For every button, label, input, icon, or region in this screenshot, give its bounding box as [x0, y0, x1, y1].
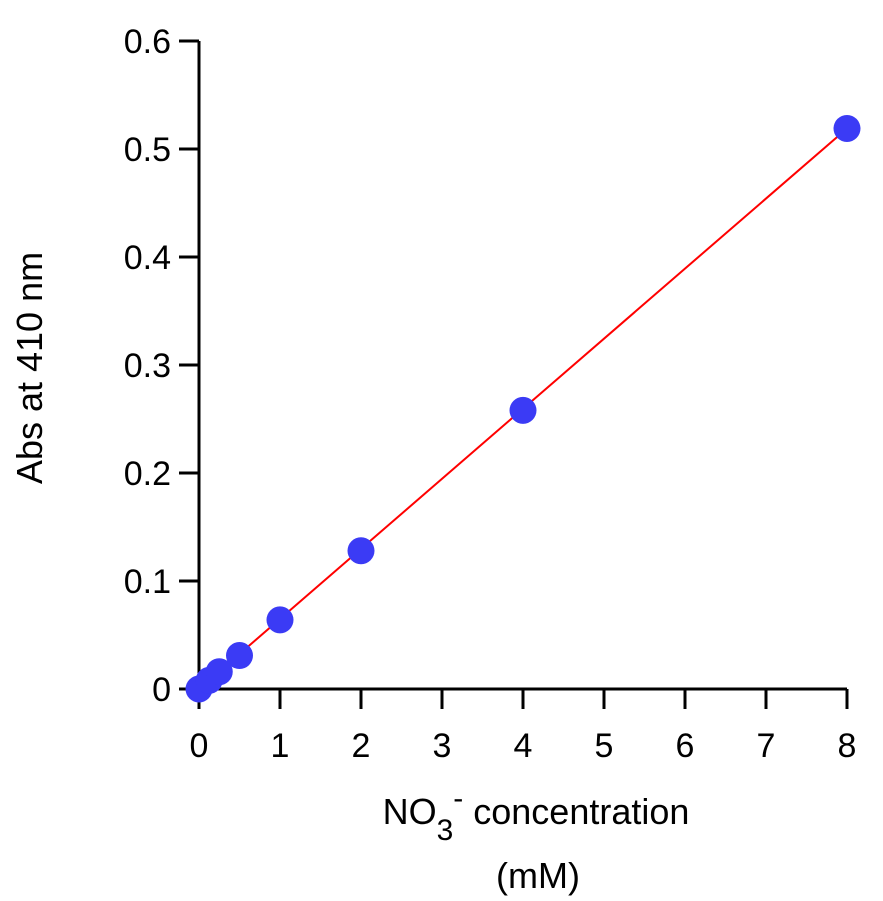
x-tick-label: 3: [433, 727, 452, 765]
x-axis-label-subscript: 3: [437, 814, 454, 847]
data-point: [266, 606, 294, 634]
x-tick-label: 7: [757, 727, 776, 765]
y-tick-label: 0.4: [124, 239, 171, 277]
x-tick-label: 4: [514, 727, 533, 765]
data-point: [509, 396, 537, 424]
data-point: [226, 642, 253, 670]
x-axis-unit: (mM): [496, 855, 580, 896]
x-tick-label: 8: [838, 727, 857, 765]
y-tick-label: 0.3: [124, 347, 171, 385]
y-tick-label: 0.6: [124, 23, 171, 61]
data-point: [205, 658, 233, 686]
y-tick-label: 0: [152, 671, 171, 709]
y-tick-label: 0.1: [124, 563, 171, 601]
y-axis-label: Abs at 410 nm: [9, 252, 50, 484]
data-point: [833, 114, 861, 142]
data-points: [185, 114, 861, 703]
y-tick-label: 0.5: [124, 131, 171, 169]
x-axis-label-rest: concentration: [463, 791, 689, 832]
x-axis-label: NO3- concentration: [383, 782, 690, 847]
x-tick-label: 6: [676, 727, 695, 765]
x-tick-label: 5: [595, 727, 614, 765]
x-tick-label: 2: [352, 727, 371, 765]
tick-labels: 0 0.1 0.2 0.3 0.4 0.5 0.6 0 1 2 3 4 5 6 7 8: [124, 23, 857, 765]
y-tick-label: 0.2: [124, 455, 171, 493]
x-tick-label: 1: [271, 727, 290, 765]
x-axis-label-superscript: -: [453, 782, 463, 815]
axes: [179, 39, 849, 709]
data-point: [347, 537, 375, 565]
x-axis-label-main: NO: [383, 791, 437, 832]
x-tick-label: 0: [190, 727, 209, 765]
